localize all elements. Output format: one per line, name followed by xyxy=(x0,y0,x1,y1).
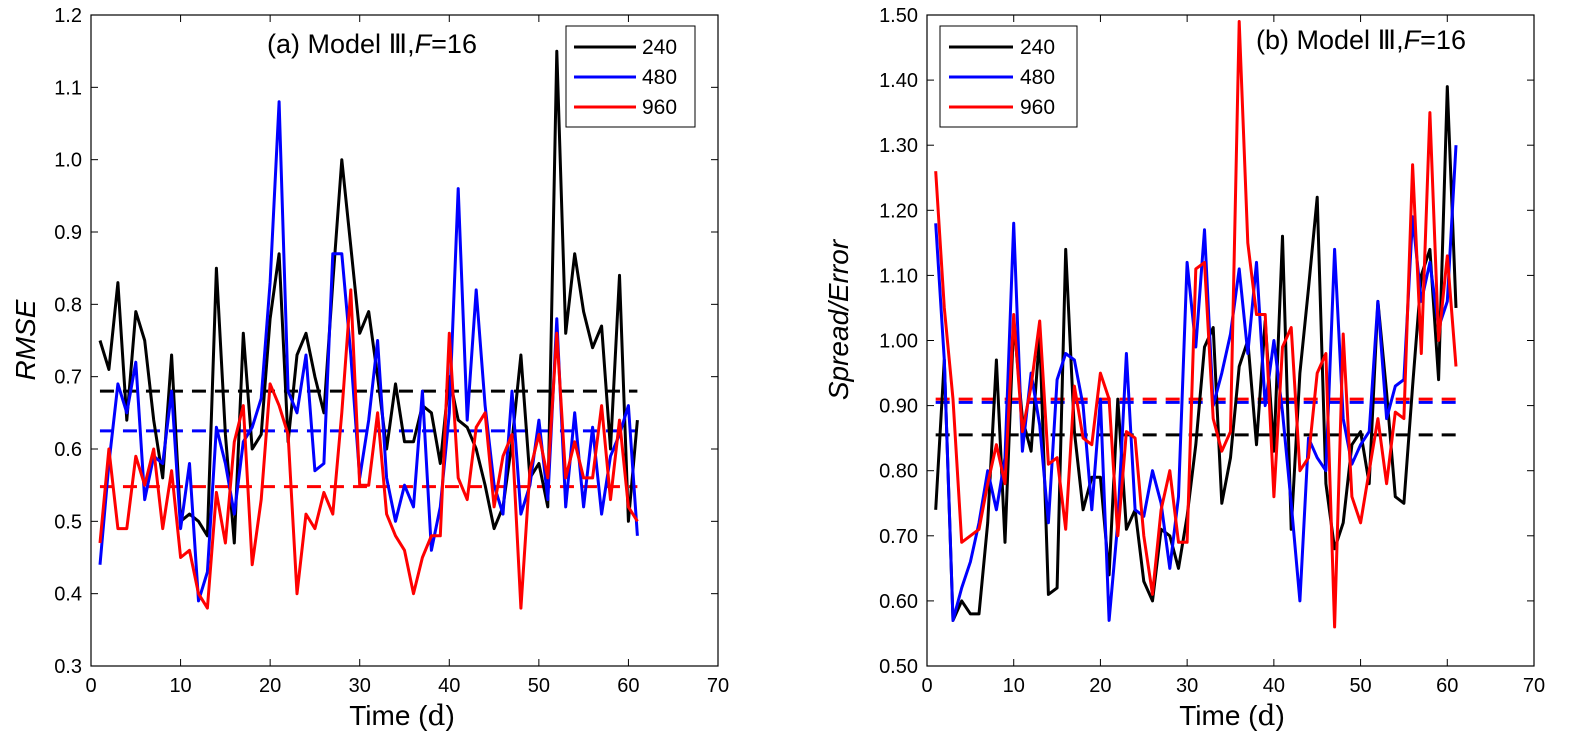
legend-label-960: 960 xyxy=(642,96,677,119)
y-tick-label: 0.6 xyxy=(54,439,82,461)
panel-a: 0.3 0.4 0.5 0.6 0.7 0.8 0.9 1.0 1.1 1.2 0 10 20 30 40 5… xyxy=(10,5,729,732)
panel-b: 0.50 0.60 0.70 0.80 0.90 1.00 1.10 1.20 1.30 1.40… xyxy=(823,5,1545,732)
y-tick-label: 1.10 xyxy=(879,265,918,287)
y-tick-label: 0.70 xyxy=(879,526,918,548)
series-line-240 xyxy=(934,85,1458,622)
y-tick-label: 1.40 xyxy=(879,70,918,92)
panel-a-xlabel: Time (d) xyxy=(349,699,455,732)
x-tick-label: 0 xyxy=(921,675,932,697)
x-tick-label: 70 xyxy=(707,675,729,697)
y-tick-label: 0.90 xyxy=(879,396,918,418)
legend-entry-240: 240 xyxy=(574,36,677,59)
series-line-480 xyxy=(98,100,639,603)
x-tick-label: 10 xyxy=(169,675,191,697)
y-tick-label: 0.50 xyxy=(879,656,918,678)
legend-entry-240: 240 xyxy=(949,36,1055,59)
series-line-480 xyxy=(934,145,1458,622)
legend-label-960: 960 xyxy=(1020,96,1055,119)
x-tick-label: 40 xyxy=(1263,675,1285,697)
legend-entry-480: 480 xyxy=(574,66,677,89)
legend-entry-480: 480 xyxy=(949,66,1055,89)
panel-a-title: (a) Model Ⅲ,F=16 xyxy=(267,29,477,59)
y-tick-label: 1.00 xyxy=(879,331,918,353)
x-tick-label: 20 xyxy=(1089,675,1111,697)
y-tick-label: 1.1 xyxy=(54,77,82,99)
legend-entry-960: 960 xyxy=(949,96,1055,119)
y-tick-label: 0.5 xyxy=(54,511,82,533)
y-tick-label: 1.0 xyxy=(54,150,82,172)
x-tick-label: 60 xyxy=(1436,675,1458,697)
panel-a-legend: 240 480 960 xyxy=(565,25,696,128)
panel-b-ylabel: Spread/Error xyxy=(823,238,854,400)
panel-b-axes-box xyxy=(926,14,1535,667)
x-tick-label: 60 xyxy=(617,675,639,697)
x-tick-label: 20 xyxy=(259,675,281,697)
panel-a-plot-elements: 0.3 0.4 0.5 0.6 0.7 0.8 0.9 1.0 1.1 1.2 0 10 20 30 40 5… xyxy=(54,5,729,697)
x-tick-label: 40 xyxy=(438,675,460,697)
legend-entry-960: 960 xyxy=(574,96,677,119)
y-tick-label: 0.4 xyxy=(54,584,82,606)
panel-b-plot-elements: 0.50 0.60 0.70 0.80 0.90 1.00 1.10 1.20 1.30 1.40… xyxy=(879,5,1545,697)
x-tick-label: 30 xyxy=(1176,675,1198,697)
y-tick-label: 1.20 xyxy=(879,200,918,222)
panel-b-legend: 240 480 960 xyxy=(939,25,1078,128)
series-line-240 xyxy=(98,49,639,545)
panel-b-xlabel: Time (d) xyxy=(1179,699,1285,732)
x-tick-label: 10 xyxy=(1003,675,1025,697)
legend-label-480: 480 xyxy=(642,66,677,89)
y-tick-label: 0.9 xyxy=(54,222,82,244)
x-tick-label: 0 xyxy=(85,675,96,697)
panel-b-title: (b) Model Ⅲ,F=16 xyxy=(1256,25,1466,55)
legend-label-240: 240 xyxy=(642,36,677,59)
y-tick-label: 0.7 xyxy=(54,367,82,389)
x-tick-label: 50 xyxy=(1349,675,1371,697)
y-tick-label: 1.30 xyxy=(879,135,918,157)
legend-label-480: 480 xyxy=(1020,66,1055,89)
legend-label-240: 240 xyxy=(1020,36,1055,59)
y-tick-label: 1.50 xyxy=(879,5,918,27)
y-tick-label: 0.8 xyxy=(54,294,82,316)
x-tick-label: 50 xyxy=(528,675,550,697)
series-line-960 xyxy=(98,288,639,610)
y-tick-label: 0.3 xyxy=(54,656,82,678)
x-tick-label: 30 xyxy=(349,675,371,697)
y-tick-label: 1.2 xyxy=(54,5,82,27)
y-tick-label: 0.60 xyxy=(879,591,918,613)
series-line-960 xyxy=(934,20,1458,629)
x-tick-label: 70 xyxy=(1523,675,1545,697)
panel-a-ylabel: RMSE xyxy=(10,299,41,380)
panel-a-axes-box xyxy=(90,14,719,667)
y-tick-label: 0.80 xyxy=(879,461,918,483)
